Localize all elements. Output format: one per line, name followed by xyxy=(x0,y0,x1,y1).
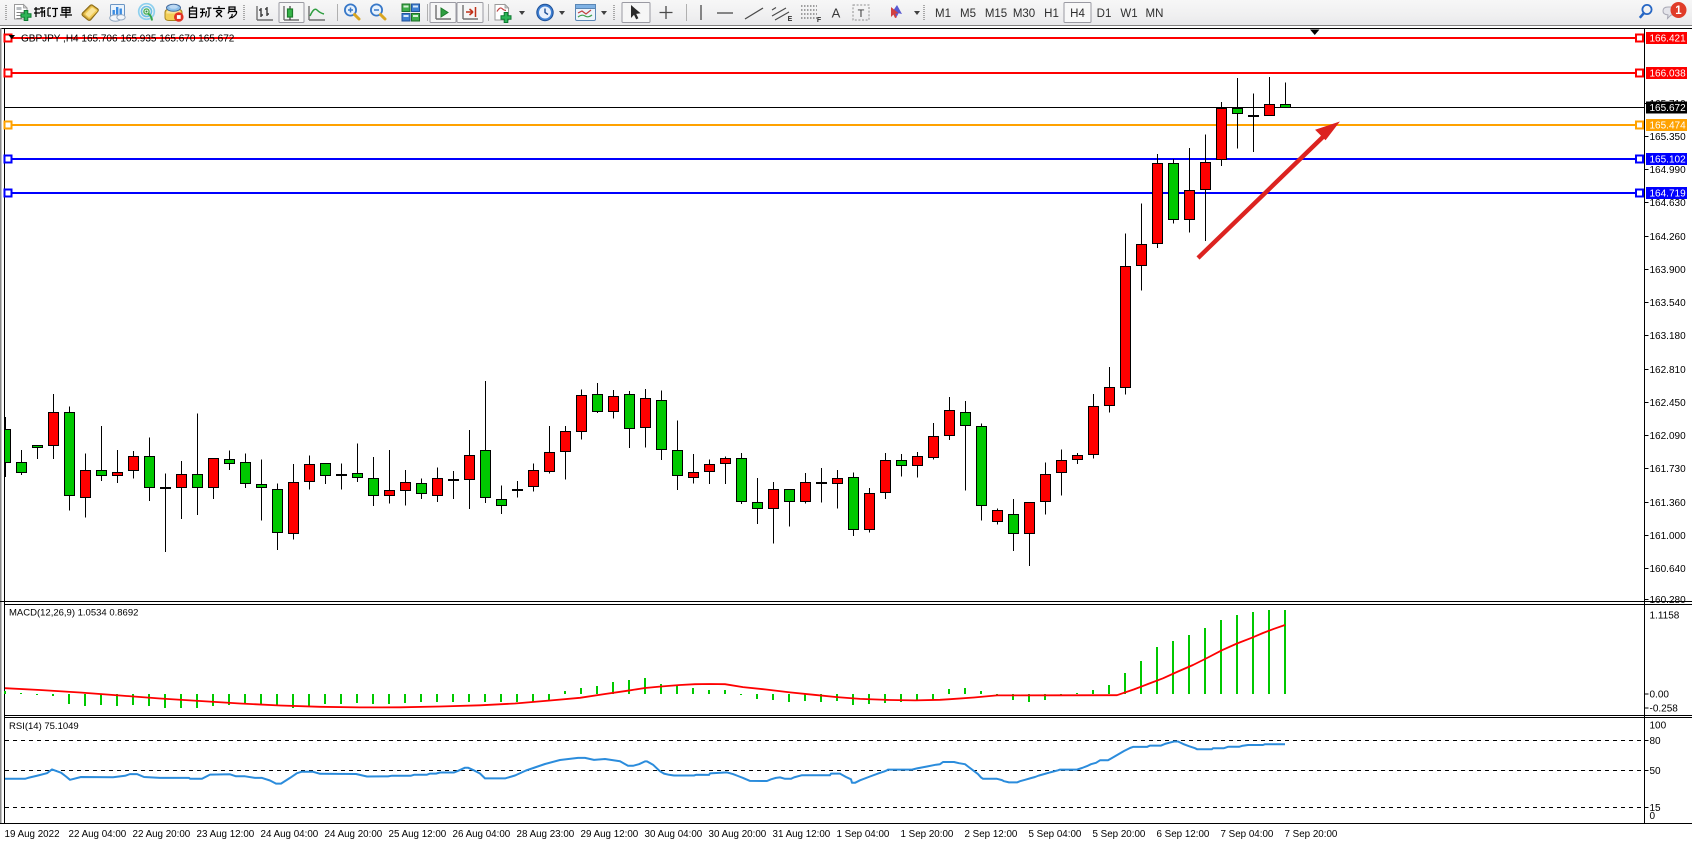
svg-text:0: 0 xyxy=(1650,811,1656,822)
svg-text:M30: M30 xyxy=(1013,8,1035,20)
svg-text:1 Sep 04:00: 1 Sep 04:00 xyxy=(837,829,890,840)
svg-text:M15: M15 xyxy=(985,8,1007,20)
svg-text:1.1158: 1.1158 xyxy=(1650,611,1680,622)
svg-text:26 Aug 04:00: 26 Aug 04:00 xyxy=(453,829,511,840)
svg-text:7 Sep 20:00: 7 Sep 20:00 xyxy=(1285,829,1338,840)
svg-text:50: 50 xyxy=(1650,766,1662,777)
svg-text:163.180: 163.180 xyxy=(1650,331,1687,342)
svg-text:164.990: 164.990 xyxy=(1650,165,1687,176)
svg-text:22 Aug 04:00: 22 Aug 04:00 xyxy=(69,829,127,840)
svg-text:5 Sep 20:00: 5 Sep 20:00 xyxy=(1093,829,1146,840)
svg-text:-0.258: -0.258 xyxy=(1650,704,1679,715)
svg-text:24 Aug 20:00: 24 Aug 20:00 xyxy=(325,829,383,840)
svg-text:D1: D1 xyxy=(1097,8,1112,20)
svg-text:166.038: 166.038 xyxy=(1650,69,1687,80)
svg-text:7 Sep 04:00: 7 Sep 04:00 xyxy=(1221,829,1274,840)
svg-text:160.280: 160.280 xyxy=(1650,595,1687,606)
svg-text:161.730: 161.730 xyxy=(1650,464,1687,475)
svg-text:166.421: 166.421 xyxy=(1650,34,1687,45)
svg-text:161.360: 161.360 xyxy=(1650,498,1687,509)
svg-text:162.090: 162.090 xyxy=(1650,431,1687,442)
svg-text:31 Aug 12:00: 31 Aug 12:00 xyxy=(773,829,831,840)
svg-text:164.630: 164.630 xyxy=(1650,198,1687,209)
svg-text:164.260: 164.260 xyxy=(1650,232,1687,243)
svg-text:2 Sep 12:00: 2 Sep 12:00 xyxy=(965,829,1018,840)
svg-text:1 Sep 20:00: 1 Sep 20:00 xyxy=(901,829,954,840)
svg-text:F: F xyxy=(817,17,822,24)
svg-text:22 Aug 20:00: 22 Aug 20:00 xyxy=(133,829,191,840)
svg-text:165.474: 165.474 xyxy=(1650,121,1687,132)
svg-text:25 Aug 12:00: 25 Aug 12:00 xyxy=(389,829,447,840)
svg-text:19 Aug 2022: 19 Aug 2022 xyxy=(5,829,60,840)
svg-text:160.640: 160.640 xyxy=(1650,564,1687,575)
svg-text:T: T xyxy=(858,8,865,20)
svg-text:100: 100 xyxy=(1650,720,1667,731)
svg-text:162.810: 162.810 xyxy=(1650,365,1687,376)
svg-text:80: 80 xyxy=(1650,736,1662,747)
svg-text:15: 15 xyxy=(1650,803,1662,814)
svg-text:H1: H1 xyxy=(1044,8,1059,20)
svg-text:30 Aug 04:00: 30 Aug 04:00 xyxy=(645,829,703,840)
svg-text:162.450: 162.450 xyxy=(1650,398,1687,409)
svg-text:RSI(14) 75.1049: RSI(14) 75.1049 xyxy=(9,721,79,732)
svg-text:MACD(12,26,9) 1.0534 0.8692: MACD(12,26,9) 1.0534 0.8692 xyxy=(9,608,138,619)
svg-text:0.00: 0.00 xyxy=(1650,690,1670,701)
svg-text:165.672: 165.672 xyxy=(1650,103,1687,114)
svg-text:165.350: 165.350 xyxy=(1650,132,1687,143)
svg-text:28 Aug 23:00: 28 Aug 23:00 xyxy=(517,829,575,840)
svg-text:6 Sep 12:00: 6 Sep 12:00 xyxy=(1157,829,1210,840)
svg-text:23 Aug 12:00: 23 Aug 12:00 xyxy=(197,829,255,840)
svg-text:24 Aug 04:00: 24 Aug 04:00 xyxy=(261,829,319,840)
svg-text:W1: W1 xyxy=(1120,8,1137,20)
svg-text:M5: M5 xyxy=(960,8,976,20)
svg-text:GBPJPY ,H4 165.706 165.935 16: GBPJPY ,H4 165.706 165.935 165.670 165.6… xyxy=(21,34,235,45)
svg-text:H4: H4 xyxy=(1070,8,1085,20)
svg-text:30 Aug 20:00: 30 Aug 20:00 xyxy=(709,829,767,840)
svg-text:29 Aug 12:00: 29 Aug 12:00 xyxy=(581,829,639,840)
svg-text:A: A xyxy=(832,6,841,21)
svg-text:MN: MN xyxy=(1146,8,1164,20)
svg-text:164.719: 164.719 xyxy=(1650,189,1687,200)
svg-text:163.900: 163.900 xyxy=(1650,265,1687,276)
svg-text:165.102: 165.102 xyxy=(1650,155,1687,166)
svg-text:M1: M1 xyxy=(935,8,951,20)
svg-text:163.540: 163.540 xyxy=(1650,298,1687,309)
svg-text:5 Sep 04:00: 5 Sep 04:00 xyxy=(1029,829,1082,840)
svg-text:1: 1 xyxy=(1675,5,1682,17)
svg-text:161.000: 161.000 xyxy=(1650,531,1687,542)
svg-text:E: E xyxy=(788,16,793,23)
